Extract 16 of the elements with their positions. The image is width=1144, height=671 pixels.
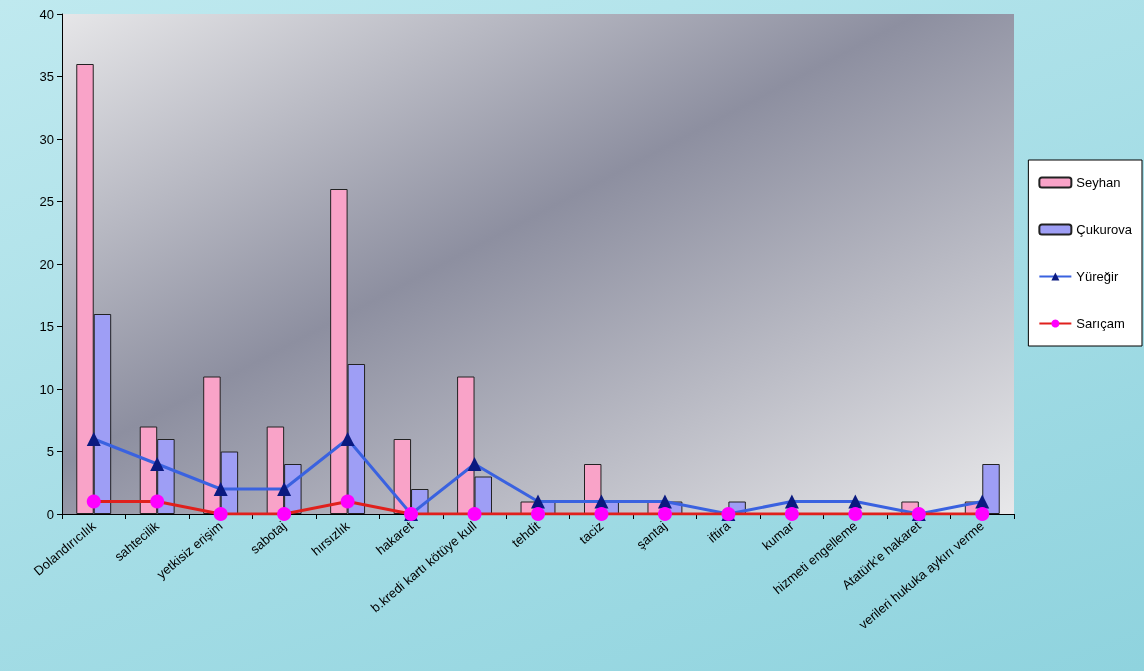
y-tick-label: 15 — [39, 319, 54, 334]
x-tick-label: taciz — [576, 518, 607, 547]
legend-label: Seyhan — [1076, 175, 1121, 190]
bar — [982, 464, 1000, 514]
y-tick-label: 40 — [39, 6, 54, 22]
y-tick-label: 5 — [46, 444, 54, 459]
legend-label: Sarıçam — [1076, 316, 1125, 331]
y-tick-label: 0 — [46, 506, 54, 522]
x-tick-label: iftira — [704, 517, 734, 546]
legend-label: Çukurova — [1076, 222, 1133, 237]
y-tick-label: 30 — [39, 131, 54, 147]
y-tick-label: 20 — [39, 256, 54, 272]
y-tick-label: 35 — [39, 69, 54, 84]
legend-label: Yüreğir — [1076, 269, 1119, 284]
y-tick-label: 10 — [39, 381, 54, 397]
y-tick-label: 25 — [39, 194, 54, 209]
